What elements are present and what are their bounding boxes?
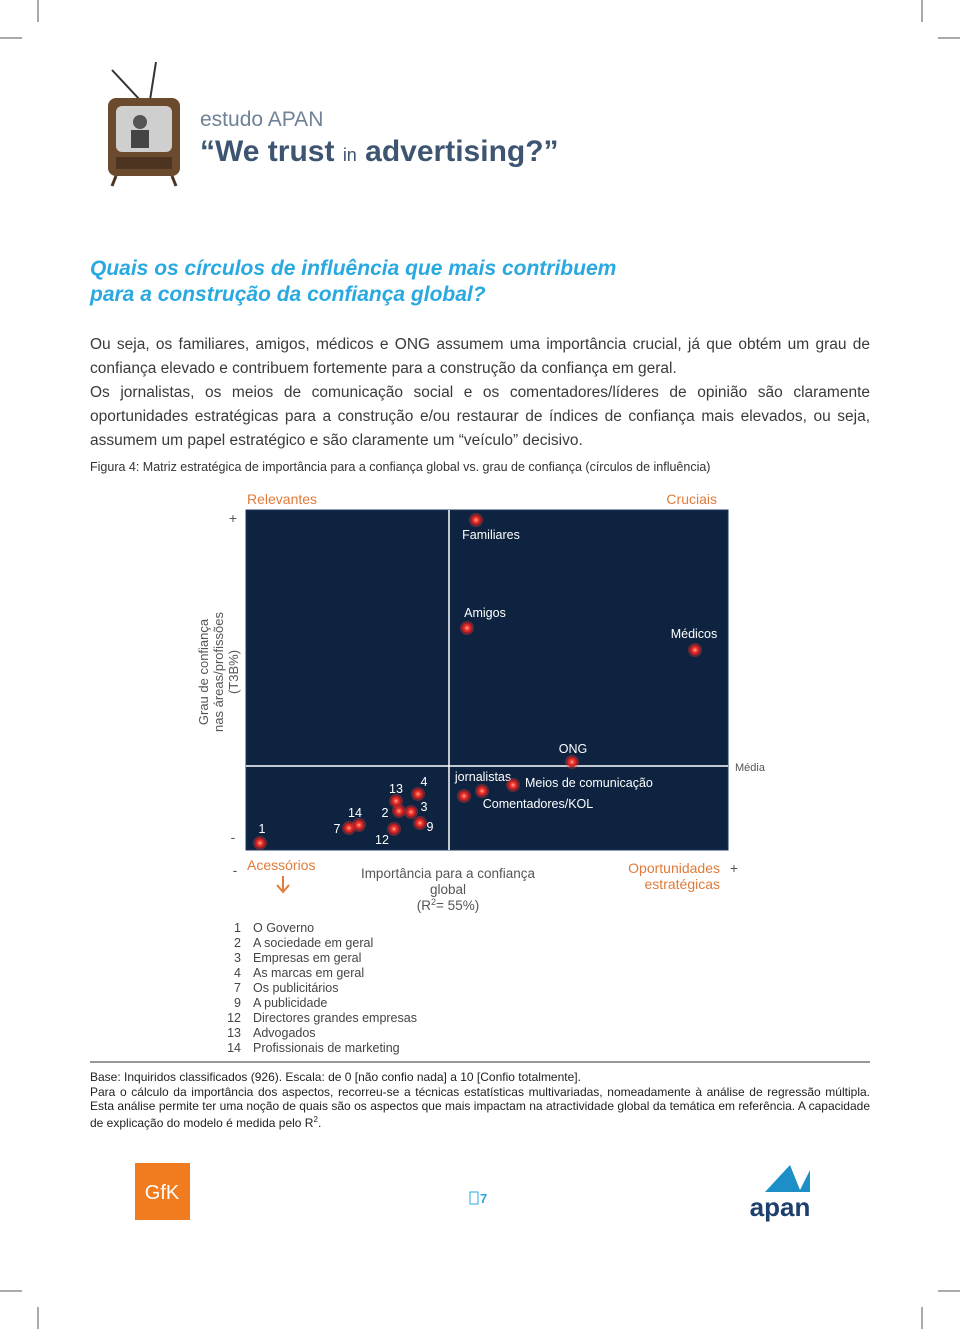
gfk-logo: [135, 1163, 190, 1220]
point: [389, 824, 399, 834]
point: [413, 789, 423, 799]
x-axis-title: Importância para a confiança: [361, 866, 536, 881]
legend-number: 4: [234, 966, 241, 980]
axis-sign: +: [730, 860, 738, 876]
legend-label: A publicidade: [253, 996, 327, 1010]
point: [508, 780, 518, 790]
point-label: Amigos: [464, 606, 506, 620]
point-label: ONG: [559, 742, 587, 756]
point: [477, 786, 487, 796]
legend-label: Os publicitários: [253, 981, 338, 995]
quadrant-label: Relevantes: [247, 491, 317, 507]
x-axis-title: (R: [417, 898, 431, 913]
matrix-chart: Relevantes Cruciais + - - + Grau de conf…: [196, 491, 766, 1055]
point-label: 14: [348, 806, 362, 820]
legend-number: 3: [234, 951, 241, 965]
point: [462, 623, 472, 633]
point-label: 12: [375, 833, 389, 847]
point: [567, 757, 577, 767]
footnote-text: .: [317, 1116, 322, 1130]
title-part: in: [342, 145, 357, 165]
point: [471, 515, 481, 525]
point-label: Meios de comunicação: [525, 776, 653, 790]
legend-number: 12: [227, 1011, 241, 1025]
legend: 1 O Governo 2 A sociedade em geral 3 Empresas…: [227, 921, 417, 1055]
legend-number: 9: [234, 996, 241, 1010]
superscript: 2: [431, 897, 436, 907]
kicker: estudo APAN: [200, 108, 324, 131]
point: [344, 823, 354, 833]
legend-number: 1: [234, 921, 241, 935]
point-label: Médicos: [671, 627, 718, 641]
point-label: 7: [334, 822, 341, 836]
x-axis-title: (R2= 55%): [417, 897, 479, 913]
point: [690, 645, 700, 655]
quadrant-label: Oportunidades: [628, 860, 720, 876]
title-part: “We trust: [200, 135, 335, 168]
y-axis-title: (T3B%): [226, 650, 241, 694]
legend-label: A sociedade em geral: [253, 936, 373, 950]
legend-label: As marcas em geral: [253, 966, 364, 980]
paragraph: Os jornalistas, os meios de comunicação …: [90, 384, 870, 449]
point: [415, 818, 425, 828]
heading: Quais os círculos de influência que mais…: [90, 256, 616, 308]
y-axis-title: nas áreas/profissões: [211, 612, 226, 732]
point: [406, 807, 416, 817]
apan-logo-mark: [765, 1165, 810, 1192]
heading-line: Quais os círculos de influência que mais…: [90, 257, 617, 280]
point-label: 3: [421, 800, 428, 814]
point-label: jornalistas: [454, 770, 511, 784]
gfk-logo-text: GfK: [145, 1182, 180, 1204]
quadrant-label: estratégicas: [645, 876, 720, 892]
footnote: Para o cálculo da importância dos aspect…: [90, 1085, 870, 1130]
legend-label: Directores grandes empresas: [253, 1011, 417, 1025]
legend-number: 2: [234, 936, 241, 950]
mean-label: Média: [735, 762, 766, 774]
figure-caption: Figura 4: Matriz estratégica de importân…: [90, 460, 711, 474]
axis-sign: +: [229, 510, 237, 526]
point-label: 2: [382, 806, 389, 820]
axis-sign: -: [231, 829, 236, 845]
point-label: 13: [389, 782, 403, 796]
title: “We trust in advertising?”: [200, 135, 559, 169]
paragraph: Ou seja, os familiares, amigos, médicos …: [90, 336, 870, 377]
legend-number: 7: [234, 981, 241, 995]
point-label: Familiares: [462, 528, 520, 542]
legend-label: Profissionais de marketing: [253, 1041, 400, 1055]
x-axis-title: = 55%): [436, 898, 479, 913]
point-label: 4: [421, 775, 428, 789]
axis-sign: -: [233, 862, 238, 878]
point-label: 9: [427, 820, 434, 834]
point: [255, 838, 265, 848]
quadrant-label: Acessórios: [247, 857, 315, 873]
point: [354, 820, 364, 830]
point: [391, 796, 401, 806]
footnote-text: Para o cálculo da importância dos aspect…: [90, 1085, 870, 1130]
point: [394, 806, 404, 816]
legend-label: Empresas em geral: [253, 951, 361, 965]
footnote: Base: Inquiridos classificados (926). Es…: [90, 1070, 581, 1084]
quadrant-label: Cruciais: [666, 491, 717, 507]
superscript: 2: [313, 1115, 318, 1124]
title-part: advertising?”: [365, 135, 559, 168]
legend-label: O Governo: [253, 921, 314, 935]
page-number: 7: [480, 1191, 487, 1206]
legend-number: 13: [227, 1026, 241, 1040]
x-axis-title: global: [430, 882, 466, 897]
point-label: 1: [259, 822, 266, 836]
y-axis-title: Grau de confiança: [196, 618, 211, 725]
heading-line: para a construção da confiança global?: [90, 283, 486, 306]
apan-logo-text: apan: [750, 1192, 811, 1222]
legend-label: Advogados: [253, 1026, 316, 1040]
matrix-area: [245, 509, 729, 851]
tv-icon: [108, 61, 180, 187]
arrow: [276, 876, 290, 894]
page-icon: [469, 1191, 479, 1205]
point: [459, 791, 469, 801]
point-label: Comentadores/KOL: [483, 797, 594, 811]
legend-number: 14: [227, 1041, 241, 1055]
